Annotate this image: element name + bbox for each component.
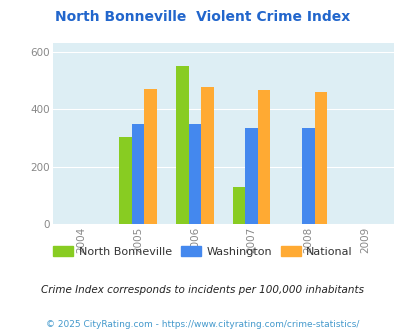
- Bar: [245, 128, 257, 224]
- Bar: [257, 90, 270, 224]
- Bar: [119, 137, 132, 224]
- Text: Crime Index corresponds to incidents per 100,000 inhabitants: Crime Index corresponds to incidents per…: [41, 285, 364, 295]
- Bar: [232, 187, 245, 224]
- Bar: [314, 92, 326, 224]
- Bar: [132, 123, 144, 224]
- Bar: [144, 89, 156, 224]
- Bar: [302, 128, 314, 224]
- Legend: North Bonneville, Washington, National: North Bonneville, Washington, National: [49, 242, 356, 261]
- Bar: [188, 123, 200, 224]
- Bar: [176, 66, 188, 224]
- Text: North Bonneville  Violent Crime Index: North Bonneville Violent Crime Index: [55, 10, 350, 24]
- Bar: [200, 87, 213, 224]
- Text: © 2025 CityRating.com - https://www.cityrating.com/crime-statistics/: © 2025 CityRating.com - https://www.city…: [46, 320, 359, 329]
